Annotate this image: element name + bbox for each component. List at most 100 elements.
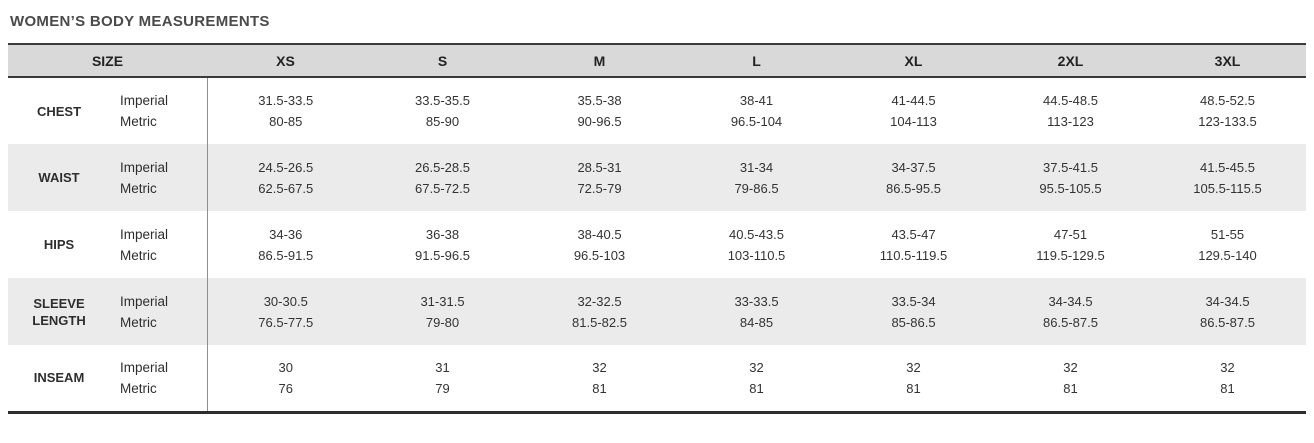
metric-value: 113-123 <box>1047 114 1094 129</box>
size-header-2xl: 2XL <box>992 44 1149 78</box>
cell: 33.5-34 85-86.5 <box>835 278 992 345</box>
metric-value: 86.5-95.5 <box>886 180 941 196</box>
metric-value: 72.5-79 <box>577 180 622 196</box>
metric-value: 76.5-77.5 <box>258 314 314 330</box>
imperial-value: 35.5-38 <box>577 93 622 108</box>
cell: 32 81 <box>992 345 1149 412</box>
cell: 32 81 <box>678 345 835 412</box>
metric-label: Metric <box>120 247 157 263</box>
metric-value: 81 <box>906 380 921 396</box>
size-header-m: M <box>521 44 678 78</box>
metric-value: 86.5-91.5 <box>258 247 314 263</box>
body-measurements-table: SIZE XS S M L XL 2XL 3XL CHEST Imperial … <box>8 43 1306 414</box>
cell: 24.5-26.5 62.5-67.5 <box>206 144 364 211</box>
cell: 44.5-48.5 113-123 <box>992 77 1149 144</box>
cell: 37.5-41.5 95.5-105.5 <box>992 144 1149 211</box>
metric-label: Metric <box>120 314 157 330</box>
imperial-value: 41-44.5 <box>891 93 936 108</box>
imperial-value: 32 <box>906 359 921 375</box>
unit-labels: Imperial Metric <box>110 144 207 211</box>
unit-labels: Imperial Metric <box>110 77 207 144</box>
cell: 33-33.5 84-85 <box>678 278 835 345</box>
row-label: INSEAM <box>33 370 85 386</box>
cell: 35.5-38 90-96.5 <box>521 77 678 144</box>
metric-value: 95.5-105.5 <box>1039 180 1102 196</box>
cell: 40.5-43.5 103-110.5 <box>678 211 835 278</box>
cell: 41-44.5 104-113 <box>835 77 992 144</box>
metric-value: 81 <box>1063 380 1078 396</box>
imperial-value: 38-40.5 <box>577 226 622 242</box>
row-label: HIPS <box>43 237 75 252</box>
metric-value: 86.5-87.5 <box>1200 314 1255 330</box>
table-row-inseam: INSEAM Imperial Metric 30 76 31 79 32 81 <box>8 345 1306 412</box>
cell: 33.5-35.5 85-90 <box>364 77 521 144</box>
unit-labels: Imperial Metric <box>110 278 207 345</box>
cell: 38-41 96.5-104 <box>678 77 835 144</box>
page: WOMEN’S BODY MEASUREMENTS SIZE XS S M L … <box>8 13 1306 414</box>
metric-value: 79-80 <box>425 314 460 330</box>
metric-value: 76 <box>278 380 293 396</box>
cell: 51-55 129.5-140 <box>1149 211 1306 278</box>
metric-value: 81 <box>1220 380 1235 396</box>
metric-value: 67.5-72.5 <box>415 180 470 196</box>
metric-value: 81.5-82.5 <box>572 314 627 330</box>
imperial-value: 37.5-41.5 <box>1043 159 1098 175</box>
imperial-label: Imperial <box>120 293 169 309</box>
imperial-value: 31-31.5 <box>420 293 465 309</box>
metric-value: 123-133.5 <box>1198 114 1257 129</box>
imperial-value: 32 <box>592 359 607 375</box>
metric-value: 103-110.5 <box>727 247 786 263</box>
imperial-label: Imperial <box>120 359 169 375</box>
cell: 30-30.5 76.5-77.5 <box>206 278 364 345</box>
imperial-value: 31.5-33.5 <box>258 93 314 108</box>
cell: 34-36 86.5-91.5 <box>206 211 364 278</box>
size-header-3xl: 3XL <box>1149 44 1306 78</box>
imperial-value: 47-51 <box>1053 226 1088 242</box>
cell: 43.5-47 110.5-119.5 <box>835 211 992 278</box>
size-header-xs: XS <box>207 44 364 78</box>
cell: 32 81 <box>1149 345 1306 412</box>
imperial-value: 30-30.5 <box>263 293 308 309</box>
imperial-value: 31-34 <box>739 159 774 175</box>
metric-value: 129.5-140 <box>1198 247 1257 263</box>
imperial-value: 28.5-31 <box>577 159 622 175</box>
metric-value: 85-86.5 <box>891 314 936 330</box>
size-header-l: L <box>678 44 835 78</box>
metric-value: 96.5-103 <box>573 247 626 263</box>
cell: 31 79 <box>364 345 521 412</box>
cell: 47-51 119.5-129.5 <box>992 211 1149 278</box>
metric-value: 81 <box>749 380 764 396</box>
metric-value: 104-113 <box>890 114 937 129</box>
metric-value: 119.5-129.5 <box>1036 247 1105 263</box>
imperial-value: 34-37.5 <box>891 159 936 175</box>
cell: 34-34.5 86.5-87.5 <box>1149 278 1306 345</box>
cell: 41.5-45.5 105.5-115.5 <box>1149 144 1306 211</box>
imperial-value: 34-34.5 <box>1205 293 1250 309</box>
imperial-label: Imperial <box>120 226 169 242</box>
metric-value: 110.5-119.5 <box>879 247 948 263</box>
imperial-label: Imperial <box>120 159 169 175</box>
metric-value: 79-86.5 <box>734 180 779 196</box>
imperial-value: 34-36 <box>269 226 303 242</box>
metric-value: 85-90 <box>425 114 460 129</box>
cell: 32 81 <box>835 345 992 412</box>
imperial-value: 48.5-52.5 <box>1200 93 1255 108</box>
cell: 26.5-28.5 67.5-72.5 <box>364 144 521 211</box>
imperial-value: 32-32.5 <box>577 293 622 309</box>
cell: 34-37.5 86.5-95.5 <box>835 144 992 211</box>
cell: 38-40.5 96.5-103 <box>521 211 678 278</box>
table-row-hips: HIPS Imperial Metric 34-36 86.5-91.5 36-… <box>8 211 1306 278</box>
imperial-value: 38-41 <box>739 93 774 108</box>
imperial-label: Imperial <box>120 93 169 108</box>
cell: 36-38 91.5-96.5 <box>364 211 521 278</box>
imperial-value: 43.5-47 <box>891 226 936 242</box>
metric-value: 91.5-96.5 <box>415 247 470 263</box>
cell: 30 76 <box>206 345 364 412</box>
table-row-sleeve-length: SLEEVE LENGTH Imperial Metric 30-30.5 76… <box>8 278 1306 345</box>
imperial-value: 36-38 <box>425 226 460 242</box>
cell: 34-34.5 86.5-87.5 <box>992 278 1149 345</box>
cell: 31-31.5 79-80 <box>364 278 521 345</box>
size-header-s: S <box>364 44 521 78</box>
table-row-waist: WAIST Imperial Metric 24.5-26.5 62.5-67.… <box>8 144 1306 211</box>
header-row: SIZE XS S M L XL 2XL 3XL <box>8 44 1306 78</box>
